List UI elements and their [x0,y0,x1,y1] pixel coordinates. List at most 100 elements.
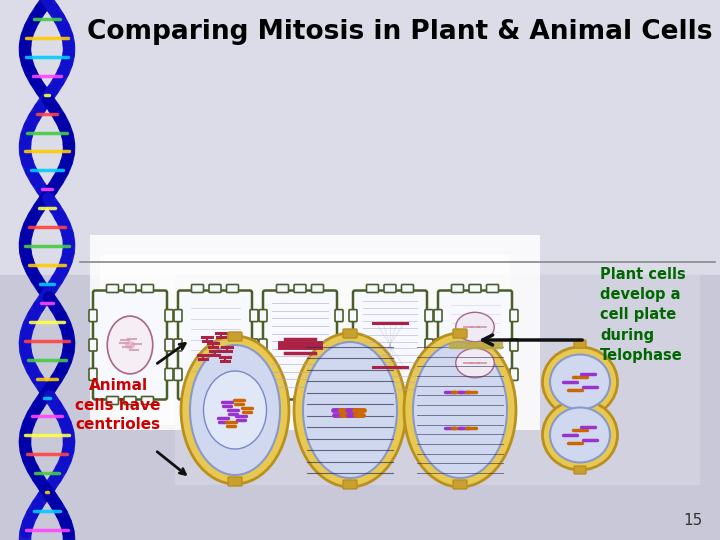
FancyBboxPatch shape [294,285,306,293]
FancyBboxPatch shape [263,291,337,400]
FancyBboxPatch shape [174,309,182,322]
FancyBboxPatch shape [366,396,379,404]
FancyBboxPatch shape [451,396,464,404]
Ellipse shape [294,333,406,487]
FancyBboxPatch shape [227,396,238,404]
FancyBboxPatch shape [124,396,136,404]
Ellipse shape [550,408,610,462]
Bar [467,342,470,348]
FancyBboxPatch shape [402,396,413,404]
Bar [484,342,488,348]
FancyBboxPatch shape [89,339,97,351]
Bar [489,342,492,348]
Bar [498,342,502,348]
FancyBboxPatch shape [165,368,173,380]
FancyBboxPatch shape [335,339,343,351]
FancyBboxPatch shape [335,309,343,322]
FancyBboxPatch shape [312,285,323,293]
FancyBboxPatch shape [384,285,396,293]
FancyBboxPatch shape [259,309,267,322]
FancyBboxPatch shape [107,396,119,404]
Bar [0,275,720,540]
FancyBboxPatch shape [366,285,379,293]
Text: 15: 15 [684,513,703,528]
FancyBboxPatch shape [312,396,323,404]
FancyBboxPatch shape [469,285,481,293]
Ellipse shape [125,341,135,349]
FancyBboxPatch shape [228,332,242,341]
FancyBboxPatch shape [209,396,221,404]
FancyBboxPatch shape [402,285,413,293]
Bar [453,342,457,348]
FancyBboxPatch shape [276,285,289,293]
FancyBboxPatch shape [434,368,442,380]
Bar [471,342,474,348]
Ellipse shape [456,312,494,342]
FancyBboxPatch shape [574,466,586,474]
Bar [475,342,480,348]
FancyBboxPatch shape [349,368,357,380]
Ellipse shape [550,354,610,409]
Bar [457,342,462,348]
Ellipse shape [204,371,266,449]
FancyBboxPatch shape [343,329,357,338]
FancyBboxPatch shape [124,285,136,293]
FancyBboxPatch shape [174,339,182,351]
FancyBboxPatch shape [259,339,267,351]
FancyBboxPatch shape [250,309,258,322]
FancyBboxPatch shape [165,339,173,351]
FancyBboxPatch shape [469,396,481,404]
Ellipse shape [413,342,507,478]
FancyBboxPatch shape [89,309,97,322]
FancyBboxPatch shape [178,291,252,400]
FancyBboxPatch shape [165,309,173,322]
FancyBboxPatch shape [510,368,518,380]
FancyBboxPatch shape [192,396,204,404]
Bar [449,342,452,348]
Text: Comparing Mitosis in Plant & Animal Cells: Comparing Mitosis in Plant & Animal Cell… [87,19,713,45]
FancyBboxPatch shape [425,309,433,322]
FancyBboxPatch shape [384,396,396,404]
FancyBboxPatch shape [174,368,182,380]
FancyBboxPatch shape [510,339,518,351]
FancyBboxPatch shape [349,339,357,351]
FancyBboxPatch shape [142,396,153,404]
FancyBboxPatch shape [107,285,119,293]
FancyBboxPatch shape [425,368,433,380]
FancyBboxPatch shape [453,480,467,489]
FancyBboxPatch shape [574,340,586,348]
FancyBboxPatch shape [250,339,258,351]
Ellipse shape [404,333,516,487]
FancyBboxPatch shape [343,480,357,489]
FancyBboxPatch shape [209,285,221,293]
Bar [462,342,466,348]
FancyBboxPatch shape [434,309,442,322]
FancyBboxPatch shape [425,339,433,351]
Ellipse shape [190,345,280,475]
FancyBboxPatch shape [353,291,427,400]
FancyBboxPatch shape [227,285,238,293]
FancyBboxPatch shape [228,477,242,486]
Ellipse shape [456,348,494,377]
FancyBboxPatch shape [349,309,357,322]
FancyBboxPatch shape [250,368,258,380]
FancyBboxPatch shape [510,309,518,322]
FancyBboxPatch shape [142,285,153,293]
Ellipse shape [181,336,289,484]
FancyBboxPatch shape [487,396,498,404]
FancyBboxPatch shape [276,396,289,404]
Ellipse shape [542,400,618,470]
FancyBboxPatch shape [89,368,97,380]
FancyBboxPatch shape [434,339,442,351]
FancyBboxPatch shape [192,285,204,293]
Bar [175,275,700,485]
Ellipse shape [303,342,397,478]
FancyBboxPatch shape [438,291,512,400]
Bar [100,255,510,425]
Text: Animal
cells have
centrioles: Animal cells have centrioles [76,377,161,433]
FancyBboxPatch shape [453,329,467,338]
Bar [493,342,497,348]
Text: Plant cells
develop a
cell plate
during
Telophase: Plant cells develop a cell plate during … [600,267,685,363]
FancyBboxPatch shape [451,285,464,293]
FancyBboxPatch shape [487,285,498,293]
